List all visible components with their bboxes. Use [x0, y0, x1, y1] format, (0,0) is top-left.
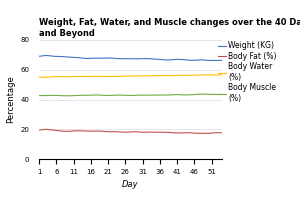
- Weight (KG): [72, 56, 75, 59]
- Y-axis label: Percentage: Percentage: [6, 76, 15, 123]
- Weight (KG): [148, 58, 151, 60]
- Weight (KG): [141, 58, 144, 60]
- Body Fat (%): [72, 130, 75, 132]
- Body Fat (%): [200, 132, 203, 135]
- Weight (KG): [37, 55, 41, 58]
- Body Fat (%): [110, 131, 113, 133]
- Body Water
(%): [110, 75, 113, 78]
- Body Fat (%): [165, 131, 169, 134]
- Body Muscle
(%): [141, 94, 144, 96]
- Body Water
(%): [165, 74, 169, 77]
- Body Water
(%): [72, 75, 75, 78]
- Line: Weight (KG): Weight (KG): [39, 56, 222, 60]
- Body Fat (%): [148, 131, 151, 133]
- Weight (KG): [220, 59, 224, 61]
- Legend: Weight (KG), Body Fat (%), Body Water
(%), Body Muscle
(%): Weight (KG), Body Fat (%), Body Water (%…: [218, 41, 277, 103]
- Weight (KG): [151, 58, 155, 60]
- Body Water
(%): [44, 76, 48, 78]
- Body Fat (%): [44, 128, 48, 131]
- Body Fat (%): [141, 131, 144, 134]
- Text: Weight, Fat, Water, and Muscle changes over the 40 Day Detox
and Beyond: Weight, Fat, Water, and Muscle changes o…: [39, 18, 300, 38]
- Weight (KG): [44, 54, 48, 57]
- Body Muscle
(%): [148, 94, 151, 96]
- X-axis label: Day: Day: [122, 180, 139, 189]
- Body Water
(%): [220, 74, 224, 76]
- Body Muscle
(%): [37, 94, 41, 97]
- Body Water
(%): [141, 75, 144, 77]
- Body Water
(%): [148, 75, 151, 77]
- Weight (KG): [210, 59, 213, 62]
- Body Fat (%): [37, 129, 41, 131]
- Body Water
(%): [151, 74, 155, 77]
- Body Water
(%): [37, 76, 41, 78]
- Body Muscle
(%): [200, 93, 203, 95]
- Weight (KG): [165, 59, 169, 61]
- Weight (KG): [110, 57, 113, 59]
- Body Muscle
(%): [65, 95, 68, 97]
- Body Fat (%): [151, 131, 155, 133]
- Line: Body Water
(%): Body Water (%): [39, 75, 222, 77]
- Line: Body Muscle
(%): Body Muscle (%): [39, 94, 222, 96]
- Body Fat (%): [220, 132, 224, 134]
- Body Muscle
(%): [72, 94, 75, 97]
- Body Muscle
(%): [110, 94, 113, 97]
- Body Muscle
(%): [220, 93, 224, 96]
- Body Muscle
(%): [151, 94, 155, 96]
- Body Muscle
(%): [165, 94, 169, 96]
- Line: Body Fat (%): Body Fat (%): [39, 129, 222, 133]
